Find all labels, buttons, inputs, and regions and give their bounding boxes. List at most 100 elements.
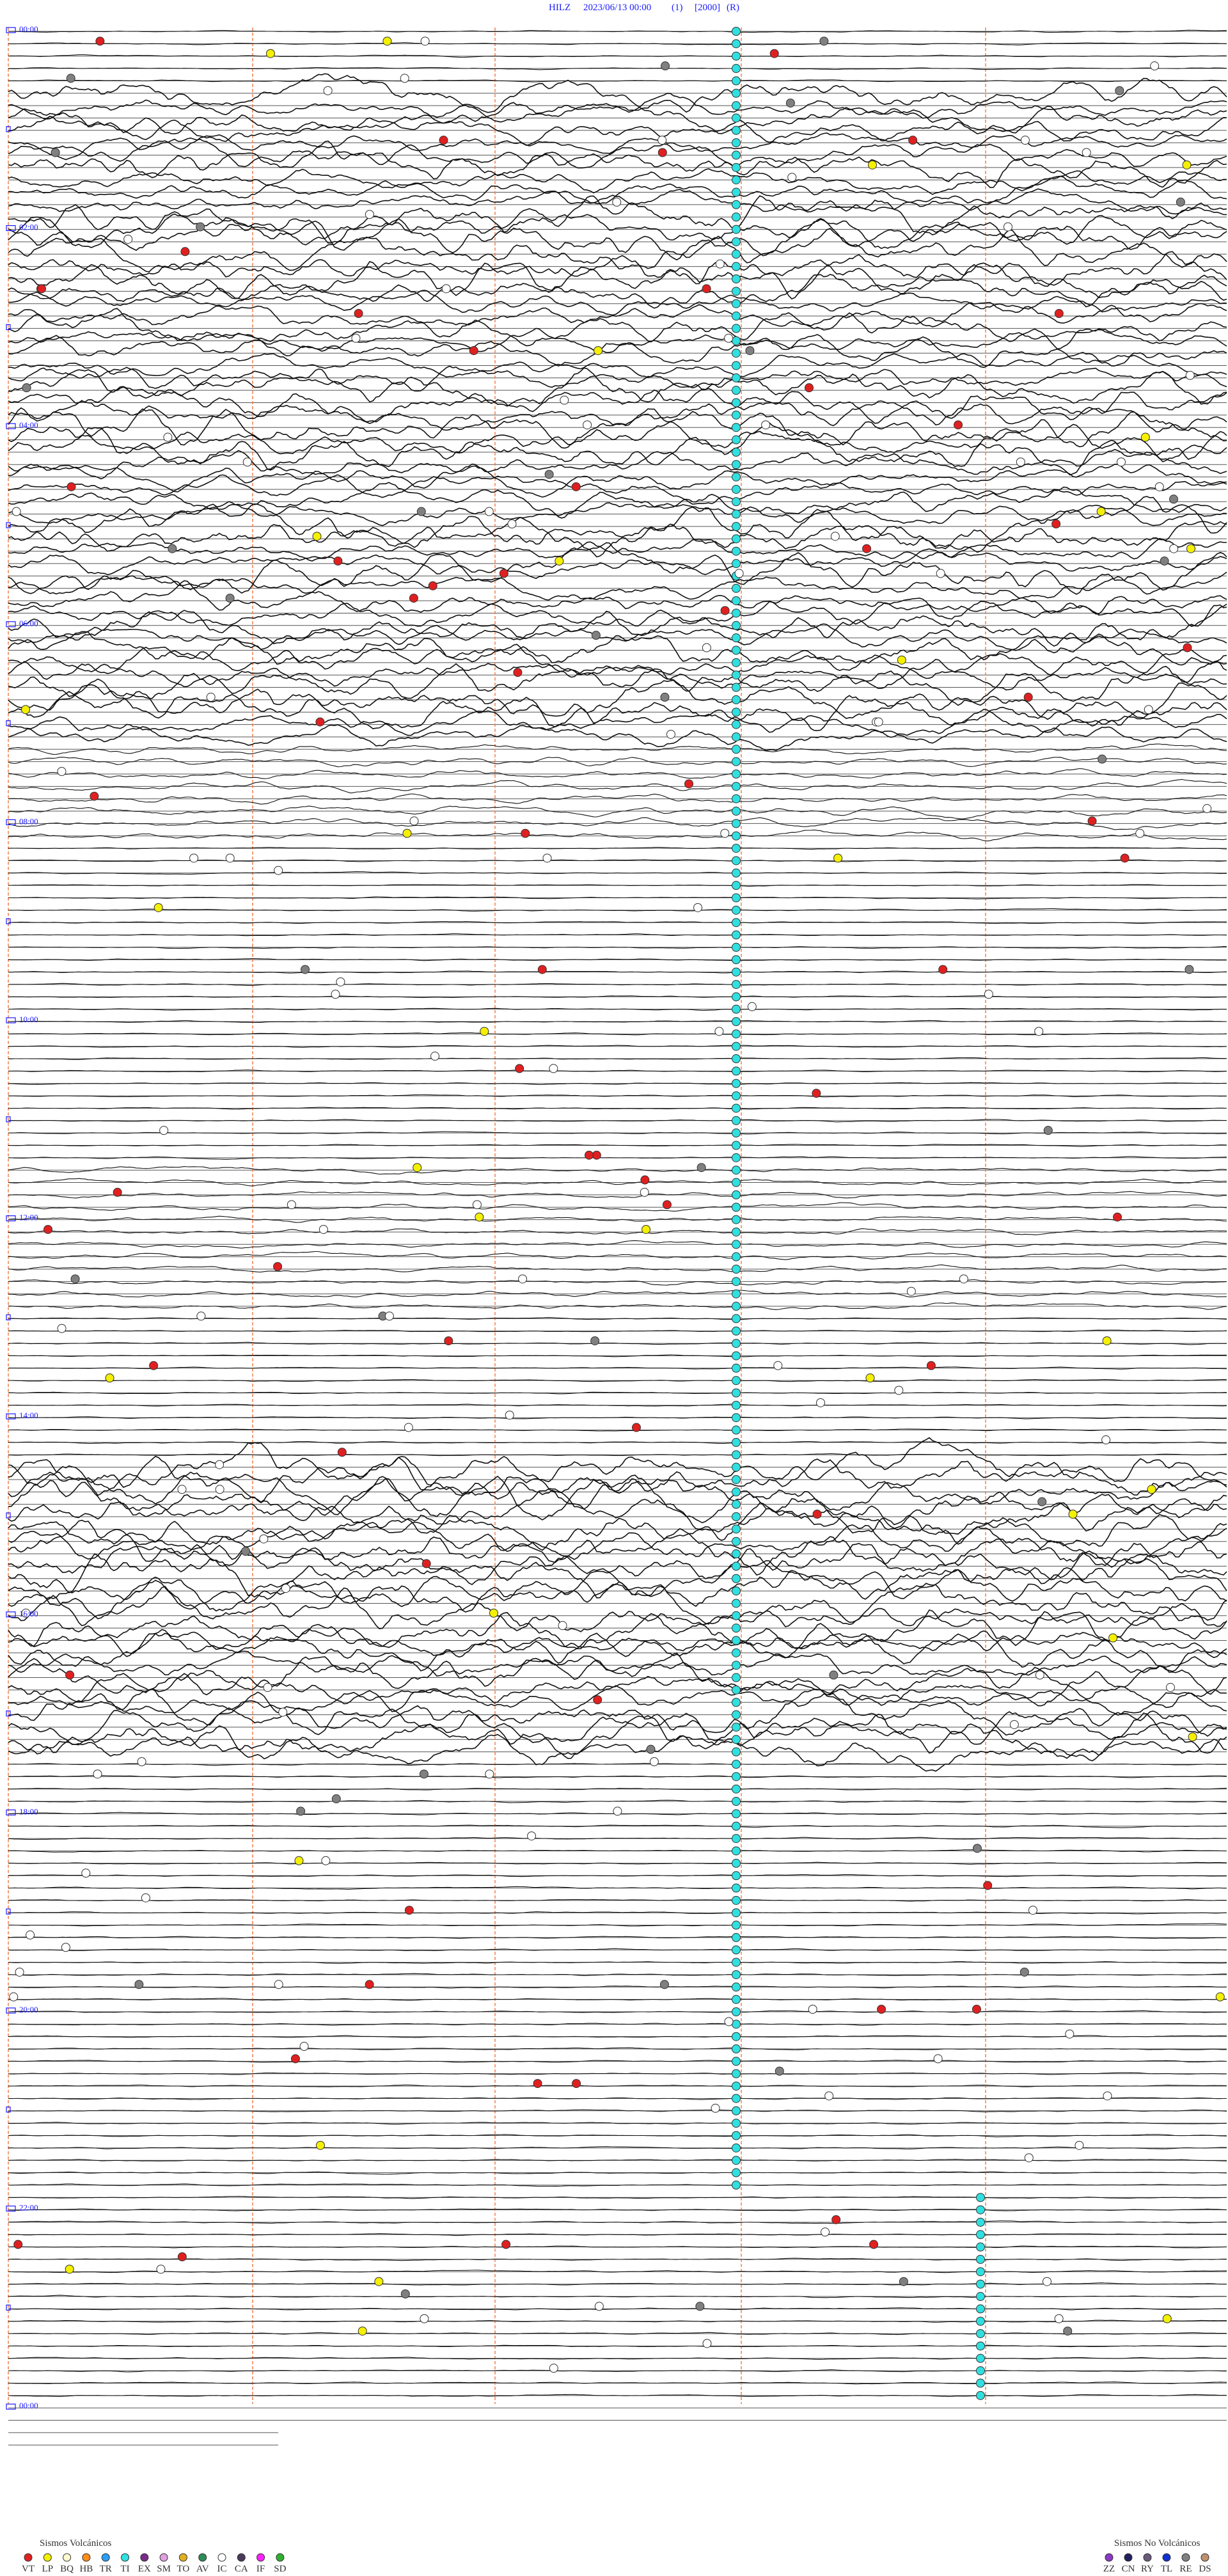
ti-marker xyxy=(732,918,741,928)
ti-marker xyxy=(732,608,741,618)
datetime: 2023/06/13 00:00 xyxy=(583,3,651,13)
ti-marker xyxy=(732,150,741,160)
event-marker xyxy=(747,1002,757,1011)
trace xyxy=(8,79,1227,83)
ti-marker xyxy=(732,1858,741,1868)
ti-marker xyxy=(732,868,741,878)
trace xyxy=(8,1317,1227,1320)
event-marker xyxy=(646,1744,656,1754)
ti-marker xyxy=(732,881,741,890)
trace xyxy=(8,501,1227,526)
event-marker xyxy=(938,965,948,974)
ti-marker xyxy=(732,770,741,778)
trace xyxy=(8,817,1227,830)
trace xyxy=(8,2307,1227,2311)
time-label: 12:00 xyxy=(19,1213,38,1222)
event-marker xyxy=(585,1150,594,1160)
trace xyxy=(8,1650,1227,1677)
ti-marker xyxy=(732,534,741,544)
ti-marker xyxy=(976,2304,985,2314)
ti-marker xyxy=(732,967,741,977)
event-marker xyxy=(273,1262,283,1271)
legend-swatch xyxy=(178,2553,187,2562)
legend-code: CN xyxy=(1122,2564,1135,2574)
ti-marker xyxy=(732,707,741,717)
trace xyxy=(8,1543,1227,1586)
event-marker xyxy=(501,2240,511,2249)
time-tick xyxy=(6,423,16,429)
event-marker xyxy=(769,49,779,58)
event-marker xyxy=(572,2079,581,2089)
ti-marker xyxy=(732,2131,741,2140)
trace xyxy=(8,1240,1227,1249)
event-marker xyxy=(702,284,711,294)
legend-code: AV xyxy=(196,2564,209,2574)
event-marker xyxy=(480,1027,489,1036)
event-marker xyxy=(419,1769,429,1779)
ti-marker xyxy=(732,1487,741,1497)
ti-marker xyxy=(732,200,741,209)
event-marker xyxy=(1065,2029,1074,2039)
legend-code: TO xyxy=(177,2564,190,2574)
event-marker xyxy=(544,470,554,479)
trace xyxy=(8,1144,1227,1147)
event-marker xyxy=(95,36,105,46)
trace xyxy=(8,168,1227,195)
trace xyxy=(8,1948,1227,1952)
trace xyxy=(8,1329,1227,1332)
event-marker xyxy=(1074,2140,1084,2150)
ti-marker xyxy=(732,645,741,655)
trace xyxy=(8,1763,1227,1766)
ti-marker xyxy=(732,101,741,111)
event-marker xyxy=(137,1757,146,1766)
trace xyxy=(8,2146,1227,2150)
event-marker xyxy=(1042,2277,1051,2286)
trace xyxy=(8,1354,1227,1357)
ti-marker xyxy=(976,2279,985,2289)
ti-marker xyxy=(732,1128,741,1138)
event-marker xyxy=(21,705,31,715)
trace xyxy=(8,1505,1227,1551)
ti-marker xyxy=(732,76,741,86)
trace xyxy=(8,623,1227,651)
event-marker xyxy=(441,284,451,294)
time-tick xyxy=(6,1809,16,1815)
ti-marker xyxy=(732,633,741,643)
trace xyxy=(8,1734,1227,1772)
event-marker xyxy=(485,1769,494,1779)
event-marker xyxy=(702,643,711,652)
trace xyxy=(8,871,1227,875)
time-tick xyxy=(6,2206,16,2212)
event-marker xyxy=(612,197,622,207)
event-marker xyxy=(507,519,517,528)
ti-marker xyxy=(732,979,741,989)
event-marker xyxy=(365,210,374,219)
event-marker xyxy=(1162,2314,1172,2323)
ti-marker xyxy=(732,1982,741,1992)
event-marker xyxy=(877,2005,886,2014)
trace xyxy=(8,1630,1227,1672)
event-marker xyxy=(333,557,343,566)
event-marker xyxy=(592,1150,601,1160)
ti-marker xyxy=(732,1760,741,1769)
event-marker xyxy=(374,2277,384,2286)
event-marker xyxy=(123,234,133,244)
trace xyxy=(8,933,1227,936)
event-marker xyxy=(312,532,322,541)
event-marker xyxy=(1003,222,1012,232)
ti-marker xyxy=(732,1141,741,1150)
event-marker xyxy=(657,136,667,145)
trace xyxy=(8,496,1227,553)
event-marker xyxy=(640,1175,650,1185)
event-marker xyxy=(323,86,333,95)
ti-marker xyxy=(976,2341,985,2351)
trace xyxy=(8,1787,1227,1790)
ti-marker xyxy=(732,942,741,952)
ti-marker xyxy=(976,2205,985,2215)
legend-swatch xyxy=(1143,2553,1152,2562)
ti-marker xyxy=(732,460,741,470)
trace xyxy=(8,2369,1227,2373)
event-marker xyxy=(1113,1212,1122,1222)
ti-marker xyxy=(732,1784,741,1794)
ti-marker xyxy=(732,1512,741,1521)
